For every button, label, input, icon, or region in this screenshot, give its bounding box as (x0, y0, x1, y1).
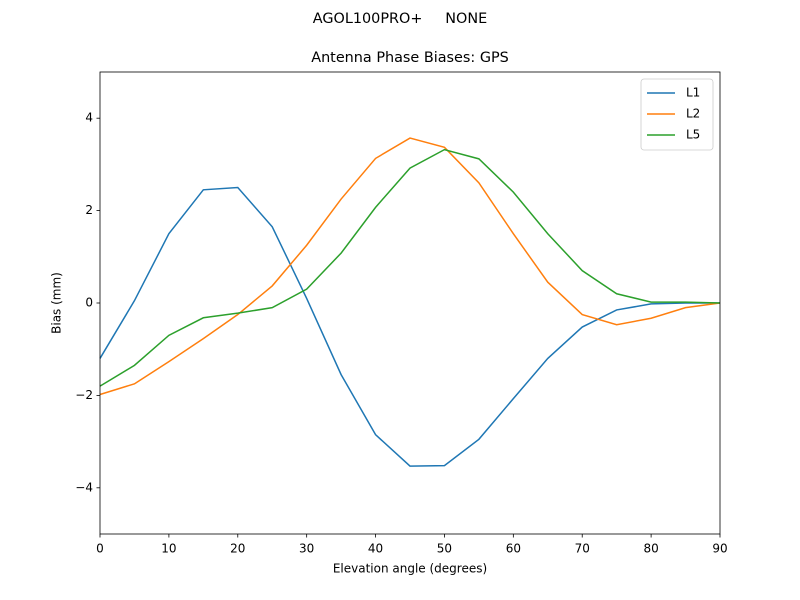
x-tick-label: 70 (575, 542, 590, 556)
suptitle: AGOL100PRO+ NONE (313, 11, 487, 27)
legend-label: L2 (686, 107, 700, 121)
legend-label: L1 (686, 86, 700, 100)
x-tick-label: 80 (643, 542, 658, 556)
x-tick-label: 20 (230, 542, 245, 556)
x-tick-label: 0 (96, 542, 104, 556)
data-line (99, 137, 721, 396)
legend-label: L5 (686, 128, 700, 142)
x-tick-label: 30 (299, 542, 314, 556)
x-tick-label: 10 (161, 542, 176, 556)
x-tick-label: 90 (712, 542, 727, 556)
plot-frame (99, 71, 721, 535)
y-axis-label: Bias (mm) (50, 272, 64, 334)
x-tick-label: 50 (437, 542, 452, 556)
data-line (99, 186, 720, 467)
y-tick-label: 4 (85, 111, 93, 125)
chart-title: Antenna Phase Biases: GPS (311, 50, 509, 66)
y-tick-label: 2 (85, 203, 93, 217)
x-tick-label: 40 (368, 542, 383, 556)
data-line (99, 148, 721, 387)
y-tick-label: −4 (75, 480, 93, 494)
legend-box (640, 78, 714, 151)
x-axis-label: Elevation angle (degrees) (333, 562, 487, 576)
x-tick-label: 60 (506, 542, 521, 556)
y-tick-label: 0 (85, 296, 93, 310)
y-tick-label: −2 (75, 388, 93, 402)
